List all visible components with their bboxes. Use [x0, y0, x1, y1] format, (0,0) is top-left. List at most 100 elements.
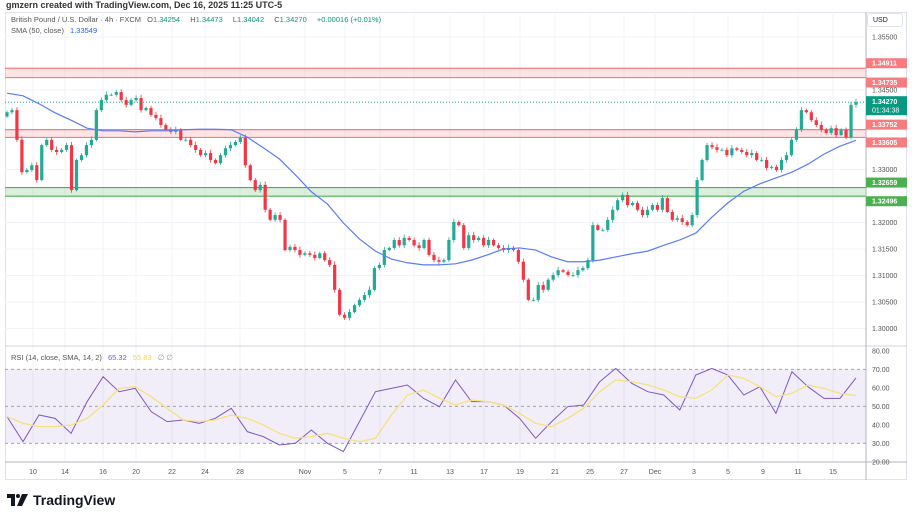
candle-body	[710, 145, 714, 148]
tradingview-logo-icon	[7, 494, 28, 506]
rsi-tick-label: 20.00	[872, 459, 890, 466]
candle-body	[491, 239, 496, 246]
candle	[45, 137, 49, 147]
candle-body	[278, 215, 282, 220]
candle-body	[233, 141, 237, 146]
current-price-label: 1.34270	[872, 99, 897, 106]
candle-body	[581, 268, 585, 271]
time-tick-label: 3	[692, 469, 696, 476]
candle	[10, 107, 14, 115]
support-price-label: 1.32496	[872, 199, 897, 206]
price-tick-label: 1.35500	[872, 35, 897, 42]
candle-body	[362, 295, 367, 300]
candle	[735, 146, 739, 152]
candle	[124, 96, 128, 108]
candle	[705, 142, 709, 162]
resistance-price-label: 1.33752	[872, 122, 897, 129]
currency-button[interactable]: USD	[867, 13, 903, 27]
candle-body	[774, 166, 779, 171]
candle-body	[372, 268, 377, 290]
candle-body	[179, 129, 183, 140]
candle-body	[616, 200, 620, 210]
low-label: L	[232, 15, 238, 24]
candle-body	[635, 202, 640, 210]
sma-50-line	[6, 92, 857, 266]
candle-body	[293, 246, 297, 251]
candle-body	[690, 215, 694, 226]
time-tick-label: 19	[516, 469, 524, 476]
candle-body	[45, 139, 49, 146]
candle	[109, 93, 113, 97]
candle	[15, 107, 19, 143]
candle-body	[591, 225, 595, 261]
candle-body	[412, 239, 416, 246]
sma-label[interactable]: SMA (50, close)	[11, 26, 64, 35]
candle	[482, 235, 486, 248]
candle	[387, 246, 391, 252]
candle-body	[333, 264, 337, 290]
candle-body	[725, 149, 729, 156]
resistance-zone	[5, 129, 866, 138]
rsi-label[interactable]: RSI (14, close, SMA, 14, 2)	[11, 353, 102, 362]
rsi-line	[6, 367, 857, 453]
candle-body	[486, 239, 491, 246]
rsi-tick-label: 30.00	[872, 441, 890, 448]
candle	[352, 303, 357, 314]
symbol-title[interactable]: British Pound / U.S. Dollar · 4h · FXCM	[11, 15, 142, 24]
candle	[184, 137, 188, 142]
candle	[715, 143, 719, 153]
sma-line	[6, 92, 857, 266]
time-tick-label: 20	[132, 469, 140, 476]
candle	[824, 127, 828, 135]
candle	[730, 145, 734, 158]
candle-body	[760, 159, 764, 161]
time-tick-label: 5	[343, 469, 347, 476]
candle	[606, 216, 610, 233]
candle-body	[124, 100, 128, 105]
candle	[248, 163, 252, 182]
sma-value: 1.33549	[70, 26, 98, 35]
candle-body	[640, 209, 645, 216]
candle-body	[318, 253, 322, 259]
candle	[382, 246, 386, 268]
candle	[541, 281, 545, 293]
candle	[740, 147, 744, 154]
candle-body	[60, 149, 64, 153]
candle	[571, 272, 575, 278]
candle-body	[432, 254, 436, 261]
candle-body	[670, 211, 674, 220]
ohlc-low: L1.34042	[233, 15, 268, 24]
candle-body	[15, 110, 19, 140]
candle	[834, 124, 838, 138]
candle-body	[119, 92, 123, 101]
candle-body	[700, 159, 704, 181]
candle-body	[288, 246, 292, 251]
time-tick-label: 21	[551, 469, 559, 476]
low-value: 1.34042	[237, 15, 265, 24]
candle	[50, 136, 54, 153]
candle	[367, 286, 372, 298]
candle-body	[457, 221, 461, 226]
candle-body	[849, 104, 853, 138]
candle-body	[824, 129, 828, 133]
candle	[412, 237, 416, 248]
candle	[779, 157, 784, 173]
candle-body	[804, 110, 808, 113]
axes: 10 14 16 20 22 24 28 Nov 5 7 11 13 17 19 21 25 27 Dec 3 5 9 1…	[5, 12, 907, 480]
candle	[491, 238, 496, 247]
candle-body	[814, 120, 818, 125]
candle	[144, 106, 148, 112]
candle-body	[799, 110, 803, 130]
candle	[104, 91, 108, 103]
rsi-value: 65.32	[107, 353, 127, 362]
candle-body	[442, 260, 446, 262]
price-tick-label: 1.34500	[872, 88, 897, 95]
candle	[288, 244, 292, 252]
candle-body	[407, 237, 411, 240]
candle	[303, 251, 307, 257]
candle-body	[308, 253, 312, 255]
candle	[338, 287, 342, 317]
candle	[854, 98, 858, 108]
grid	[5, 12, 866, 462]
